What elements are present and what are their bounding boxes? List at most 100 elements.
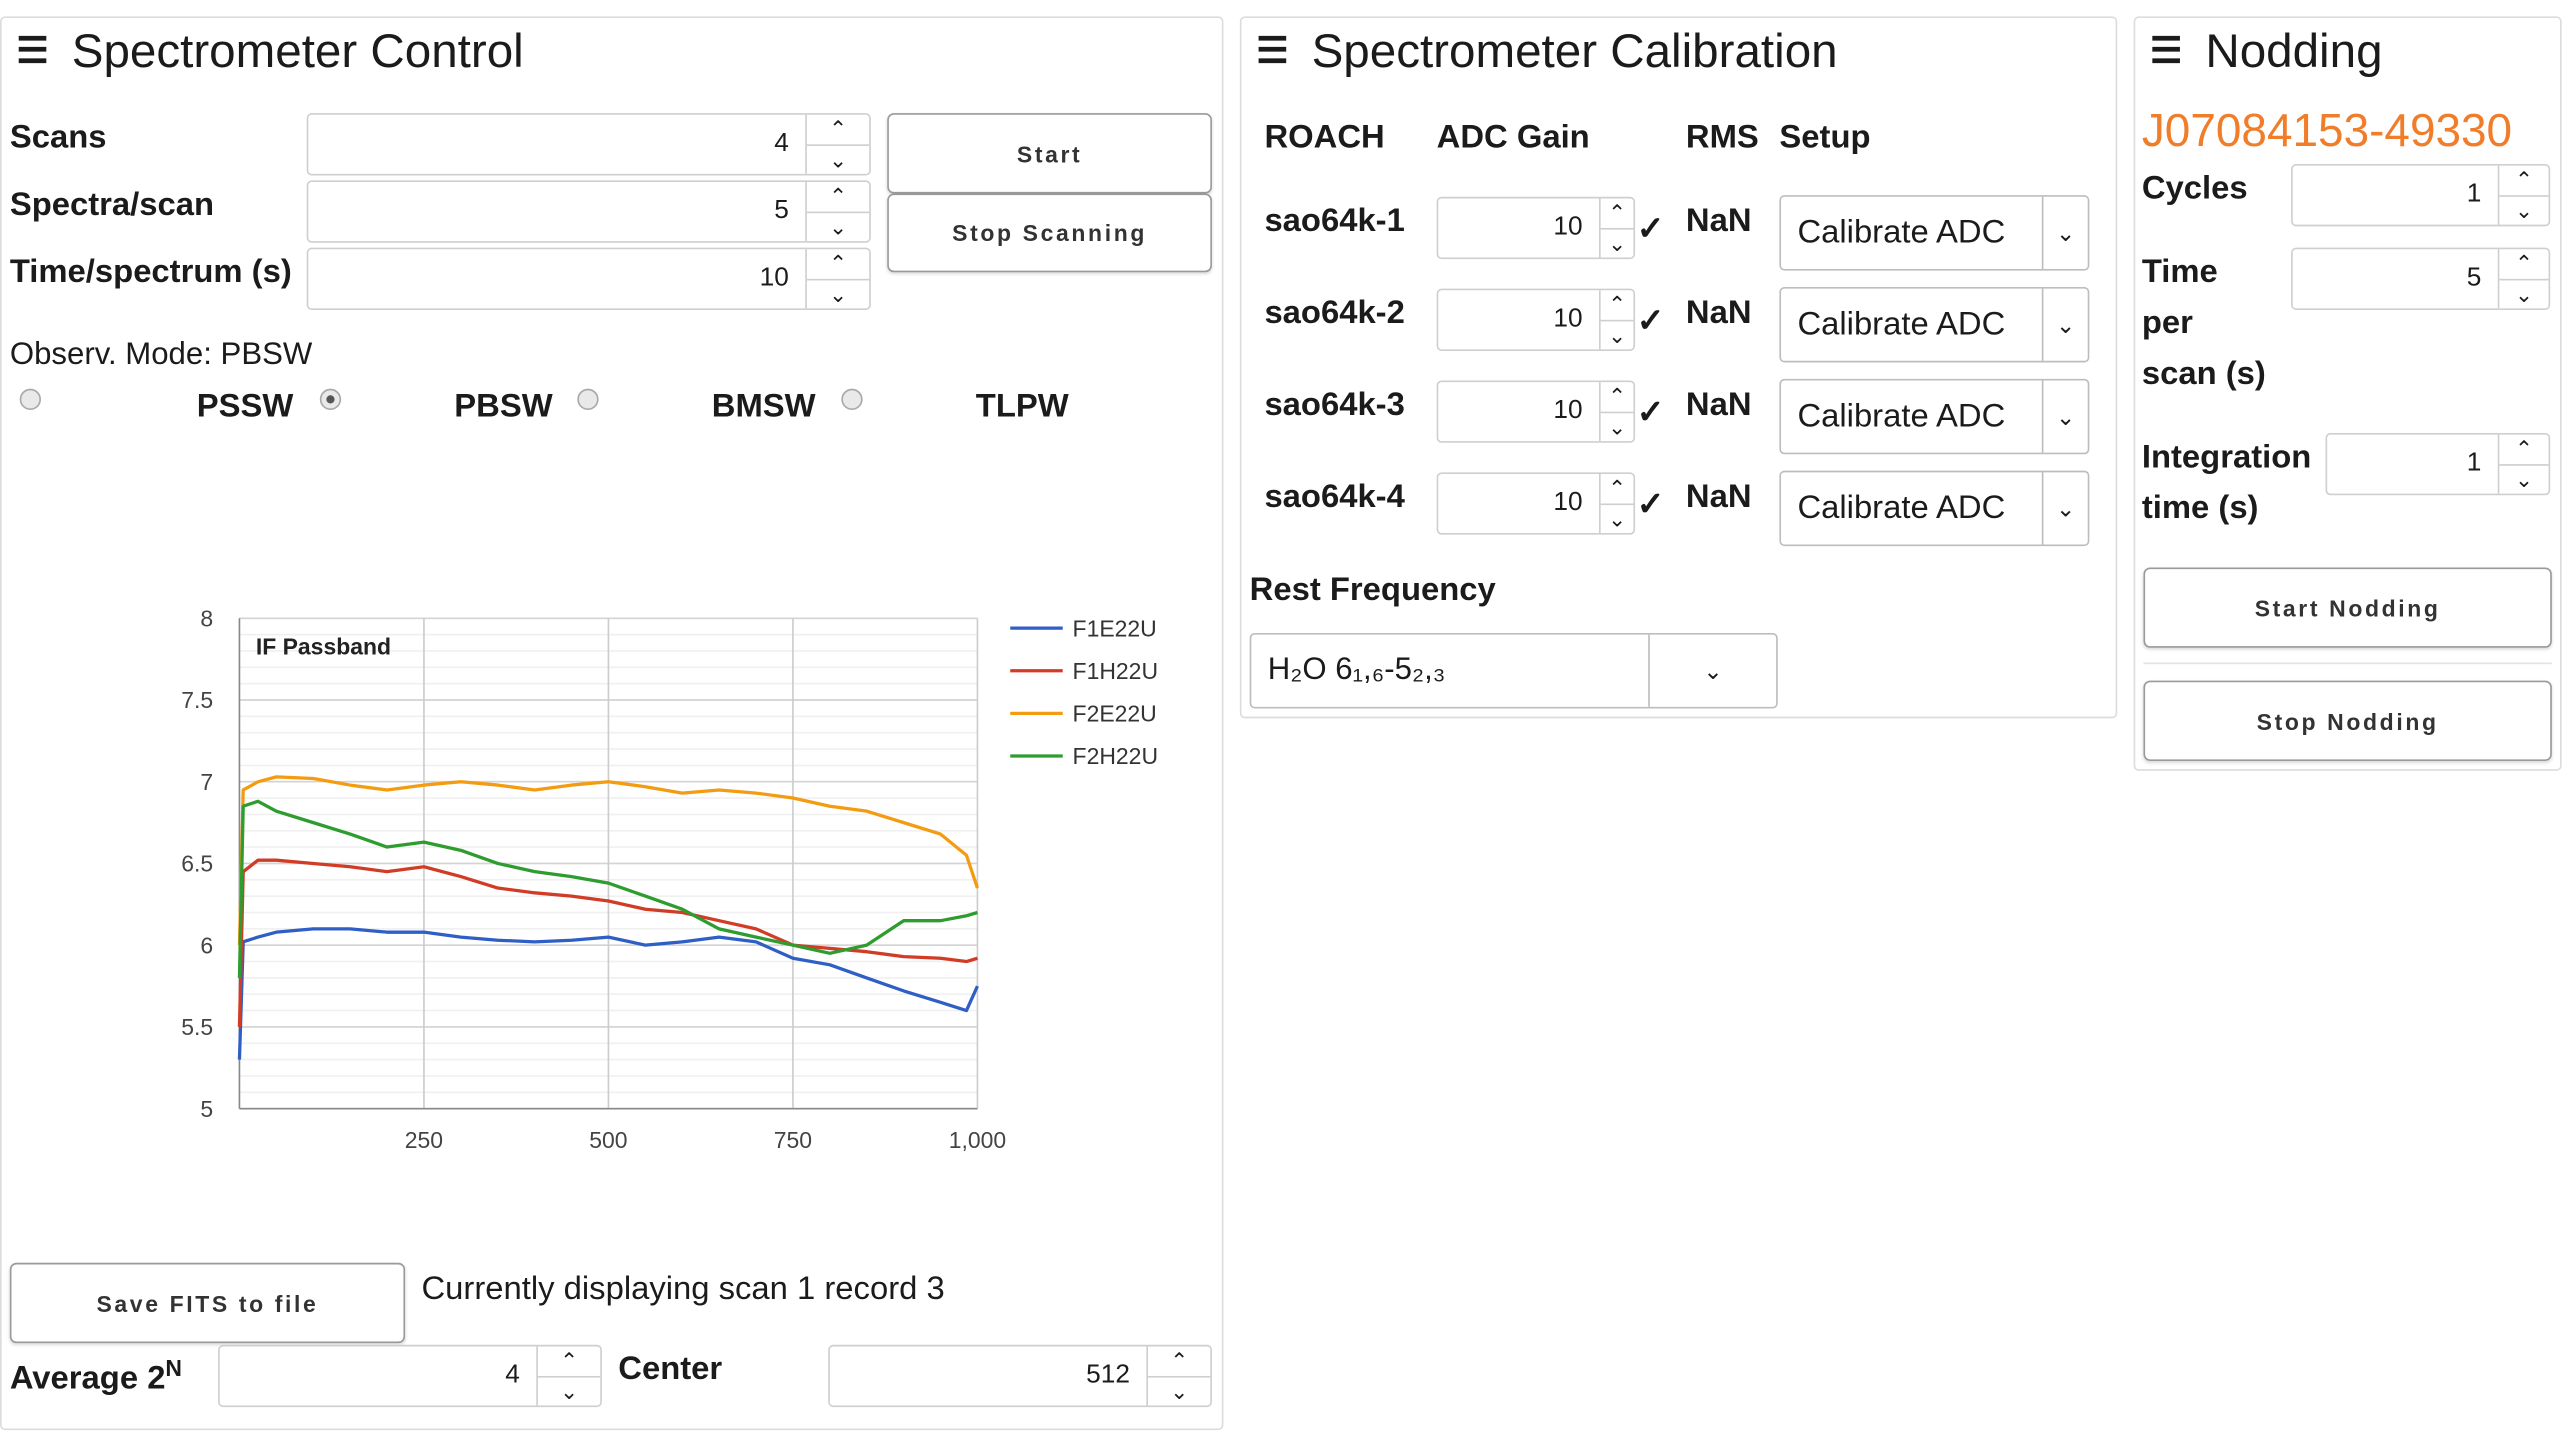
nodding-title-text: Nodding — [2205, 26, 2383, 79]
integration-time-label-line1: Integration — [2141, 439, 2312, 476]
average-value: 4 — [505, 1361, 520, 1390]
adc-gain-input[interactable]: 10 ⌃ ⌄ — [1436, 380, 1636, 443]
roach-name: sao64k-2 — [1264, 295, 1405, 332]
rest-frequency-select[interactable]: H₂O 6₁,₆-5₂,₃ ⌄ — [1249, 633, 1778, 709]
stop-scanning-button[interactable]: Stop Scanning — [887, 193, 1212, 273]
adc-gain-stepper[interactable]: ⌃ ⌄ — [1599, 382, 1634, 442]
chevron-up-icon[interactable]: ⌃ — [829, 116, 847, 142]
rms-value: NaN — [1685, 387, 1752, 424]
scans-stepper[interactable]: ⌃ ⌄ — [805, 114, 870, 174]
adc-gain-input[interactable]: 10 ⌃ ⌄ — [1436, 196, 1636, 260]
legend-label: F2H22U — [1073, 743, 1158, 769]
chevron-down-icon[interactable]: ⌄ — [2499, 463, 2549, 493]
time-per-spectrum-input[interactable]: 10 ⌃ ⌄ — [306, 247, 871, 310]
setup-value: Calibrate ADC — [1797, 397, 2006, 434]
series-line-f2e22u — [237, 775, 979, 946]
mode-radio-pssw[interactable] — [19, 388, 41, 410]
menu-icon[interactable]: ☰ — [16, 29, 49, 71]
x-tick-label: 250 — [405, 1127, 443, 1153]
chevron-up-icon[interactable]: ⌃ — [1170, 1348, 1189, 1374]
mode-radio-bmsw[interactable] — [577, 388, 599, 410]
chevron-up-icon[interactable]: ⌃ — [2515, 251, 2533, 276]
chevron-down-icon[interactable]: ⌄ — [806, 277, 870, 308]
chevron-down-icon[interactable]: ⌄ — [1148, 1375, 1211, 1405]
chevron-down-icon[interactable]: ⌄ — [806, 210, 870, 241]
time-per-scan-stepper[interactable]: ⌃ ⌄ — [2497, 249, 2549, 309]
chevron-down-icon[interactable]: ⌄ — [1600, 410, 1634, 441]
center-value: 512 — [1086, 1361, 1130, 1390]
checkmark-icon[interactable]: ✓ — [1636, 211, 1665, 248]
setup-value: Calibrate ADC — [1797, 489, 2006, 526]
cycles-input[interactable]: 1 ⌃ ⌄ — [2291, 164, 2551, 227]
chevron-up-icon[interactable]: ⌃ — [829, 184, 847, 209]
start-nodding-button[interactable]: Start Nodding — [2143, 567, 2552, 648]
series-line-f2h22u — [237, 799, 978, 978]
checkmark-icon[interactable]: ✓ — [1636, 303, 1665, 340]
y-tick-label: 6 — [200, 932, 213, 958]
adc-gain-value: 10 — [1553, 396, 1583, 425]
roach-name: sao64k-4 — [1264, 478, 1405, 515]
header-adc-gain: ADC Gain — [1436, 119, 1590, 156]
chevron-down-icon[interactable]: ⌄ — [2041, 380, 2088, 453]
time-per-spectrum-stepper[interactable]: ⌃ ⌄ — [805, 249, 870, 309]
chevron-down-icon[interactable]: ⌄ — [1600, 227, 1634, 257]
calibration-title-text: Spectrometer Calibration — [1311, 26, 1838, 79]
scans-input[interactable]: 4 ⌃ ⌄ — [306, 113, 871, 176]
center-input[interactable]: 512 ⌃ ⌄ — [828, 1344, 1212, 1408]
adc-gain-stepper[interactable]: ⌃ ⌄ — [1599, 290, 1634, 350]
chevron-up-icon[interactable]: ⌃ — [1608, 292, 1626, 317]
mode-label-tlpw: TLPW — [975, 388, 1069, 425]
integration-time-input[interactable]: 1 ⌃ ⌄ — [2325, 432, 2551, 496]
chevron-down-icon[interactable]: ⌄ — [1600, 318, 1634, 349]
chevron-down-icon[interactable]: ⌄ — [1648, 634, 1776, 707]
chevron-down-icon[interactable]: ⌄ — [2499, 194, 2549, 224]
menu-icon[interactable]: ☰ — [1256, 29, 1289, 71]
setup-select[interactable]: Calibrate ADC ⌄ — [1779, 470, 2090, 547]
start-button[interactable]: Start — [887, 113, 1212, 194]
spectra-per-scan-stepper[interactable]: ⌃ ⌄ — [805, 182, 870, 242]
center-stepper[interactable]: ⌃ ⌄ — [1146, 1346, 1211, 1406]
chevron-down-icon[interactable]: ⌄ — [2041, 288, 2088, 361]
cycles-stepper[interactable]: ⌃ ⌄ — [2497, 165, 2549, 225]
chevron-up-icon[interactable]: ⌃ — [1608, 200, 1626, 226]
chevron-down-icon[interactable]: ⌄ — [2041, 472, 2088, 545]
adc-gain-stepper[interactable]: ⌃ ⌄ — [1599, 473, 1634, 533]
spectra-per-scan-input[interactable]: 5 ⌃ ⌄ — [306, 180, 871, 243]
adc-gain-input[interactable]: 10 ⌃ ⌄ — [1436, 472, 1636, 535]
setup-select[interactable]: Calibrate ADC ⌄ — [1779, 378, 2090, 455]
stop-nodding-button[interactable]: Stop Nodding — [2143, 680, 2552, 761]
chevron-up-icon[interactable]: ⌃ — [1608, 384, 1626, 409]
setup-select[interactable]: Calibrate ADC ⌄ — [1779, 287, 2090, 363]
chevron-down-icon[interactable]: ⌄ — [537, 1375, 601, 1405]
chevron-up-icon[interactable]: ⌃ — [829, 251, 847, 276]
x-tick-label: 500 — [589, 1127, 627, 1153]
save-fits-button[interactable]: Save FITS to file — [9, 1262, 406, 1344]
chevron-up-icon[interactable]: ⌃ — [560, 1348, 579, 1374]
average-input[interactable]: 4 ⌃ ⌄ — [218, 1344, 602, 1408]
chevron-down-icon[interactable]: ⌄ — [1600, 502, 1634, 533]
integration-time-stepper[interactable]: ⌃ ⌄ — [2497, 434, 2549, 494]
setup-select[interactable]: Calibrate ADC ⌄ — [1779, 195, 2090, 271]
chevron-down-icon[interactable]: ⌄ — [806, 143, 870, 174]
checkmark-icon[interactable]: ✓ — [1636, 487, 1665, 524]
checkmark-icon[interactable]: ✓ — [1636, 395, 1665, 432]
mode-radio-pbsw[interactable] — [319, 388, 342, 410]
adc-gain-input[interactable]: 10 ⌃ ⌄ — [1436, 288, 1636, 351]
header-rms: RMS — [1685, 119, 1759, 156]
chevron-up-icon[interactable]: ⌃ — [2515, 436, 2533, 462]
menu-icon[interactable]: ☰ — [2150, 29, 2183, 71]
adc-gain-stepper[interactable]: ⌃ ⌄ — [1599, 198, 1634, 258]
chevron-up-icon[interactable]: ⌃ — [2515, 167, 2533, 193]
y-tick-label: 7 — [200, 769, 213, 795]
chevron-down-icon[interactable]: ⌄ — [2499, 277, 2549, 308]
chevron-up-icon[interactable]: ⌃ — [1608, 476, 1626, 501]
time-per-scan-input[interactable]: 5 ⌃ ⌄ — [2291, 247, 2551, 310]
source-name: J07084153-49330 — [2141, 104, 2513, 156]
chevron-down-icon[interactable]: ⌄ — [2041, 196, 2088, 269]
average-stepper[interactable]: ⌃ ⌄ — [536, 1346, 601, 1406]
spectrometer-calibration-panel — [1239, 16, 2118, 719]
mode-radio-tlpw[interactable] — [841, 388, 863, 410]
time-per-scan-label-line1: Time — [2141, 254, 2218, 291]
rms-value: NaN — [1685, 203, 1752, 240]
legend-label: F1E22U — [1073, 615, 1157, 641]
